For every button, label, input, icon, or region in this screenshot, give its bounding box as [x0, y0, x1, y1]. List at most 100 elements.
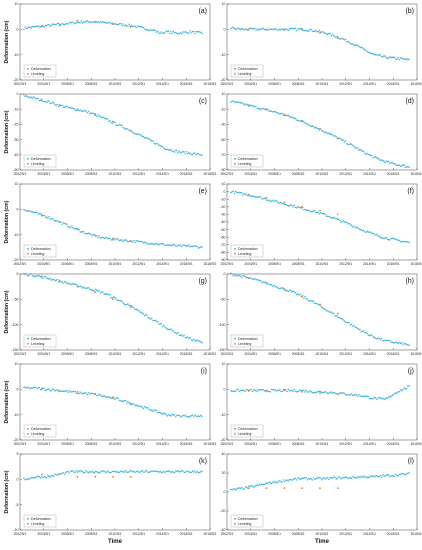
deformation-point [103, 237, 105, 239]
deformation-point [396, 341, 398, 344]
deformation-point [91, 289, 93, 291]
deformation-point [231, 190, 233, 193]
deformation-point [188, 152, 190, 154]
deformation-point [299, 28, 302, 30]
deformation-point [186, 152, 189, 155]
deformation-point [146, 243, 148, 245]
deformation-point [87, 472, 90, 474]
deformation-point [329, 311, 331, 313]
deformation-point [66, 22, 68, 25]
deformation-point [100, 291, 103, 293]
deformation-point [56, 103, 59, 106]
deformation-point [68, 283, 71, 285]
deformation-point [182, 244, 184, 246]
panel-label: (i) [201, 368, 207, 375]
deformation-point [186, 244, 189, 247]
deformation-point [343, 320, 346, 322]
deformation-point [297, 205, 299, 208]
deformation-point [240, 389, 243, 392]
deformation-point [327, 215, 329, 217]
deformation-point [116, 237, 118, 240]
deformation-point [319, 305, 322, 307]
deformation-point [190, 414, 193, 417]
deformation-point [344, 140, 347, 142]
x-tick-label: 2014/9/1 [156, 82, 169, 86]
x-tick-label: 2016/9/1 [387, 82, 400, 86]
deformation-point [323, 308, 325, 310]
deformation-point [371, 155, 373, 157]
deformation-point [340, 38, 342, 40]
deformation-point [272, 199, 274, 202]
deformation-point [312, 210, 315, 212]
deformation-point [82, 109, 85, 112]
deformation-point [149, 471, 152, 473]
deformation-point [383, 160, 385, 163]
y-tick-label: -150 [11, 348, 18, 352]
leveling-point [319, 209, 321, 212]
deformation-point [98, 290, 100, 292]
deformation-point [105, 22, 108, 24]
deformation-point [96, 394, 98, 397]
deformation-point [317, 211, 319, 214]
deformation-point [245, 276, 248, 279]
deformation-point [317, 304, 319, 306]
deformation-point [353, 225, 355, 227]
deformation-point [397, 164, 400, 166]
deformation-point [330, 34, 333, 37]
deformation-point [237, 388, 239, 391]
deformation-point [48, 475, 50, 477]
deformation-point [299, 478, 302, 481]
deformation-point [198, 154, 201, 156]
deformation-point [355, 43, 358, 46]
leveling-point [112, 475, 114, 478]
y-tick-label: -10 [13, 413, 18, 417]
deformation-point [124, 399, 127, 402]
deformation-point [273, 111, 275, 113]
x-tick-label: 2012/9/1 [339, 82, 352, 86]
deformation-point [70, 21, 73, 24]
leveling-point [301, 205, 304, 208]
deformation-point [118, 471, 121, 473]
y-tick-label: 0 [17, 478, 19, 482]
deformation-point [374, 337, 377, 339]
legend-leveling-marker [27, 432, 29, 435]
deformation-point [111, 470, 114, 473]
deformation-point [397, 239, 400, 242]
panel-label: (a) [198, 8, 207, 15]
y-tick-label: -10 [13, 107, 18, 111]
deformation-point [292, 206, 294, 208]
legend-box [23, 64, 57, 78]
deformation-point [268, 283, 270, 286]
deformation-point [306, 298, 309, 300]
deformation-point [178, 334, 181, 336]
deformation-point [189, 246, 191, 248]
deformation-point [93, 233, 96, 236]
deformation-point [108, 396, 110, 398]
deformation-point [91, 112, 93, 115]
deformation-point [258, 483, 261, 485]
deformation-point [102, 20, 104, 23]
deformation-point [137, 25, 140, 28]
legend-leveling-marker [234, 522, 236, 525]
deformation-point [397, 391, 400, 393]
deformation-point [117, 471, 120, 474]
deformation-point [62, 390, 65, 393]
deformation-point [112, 239, 115, 241]
deformation-point [102, 291, 104, 293]
deformation-point [242, 102, 244, 105]
deformation-point [152, 319, 154, 322]
deformation-point [249, 104, 251, 106]
deformation-point [324, 213, 327, 216]
deformation-point [362, 150, 365, 152]
deformation-point [47, 217, 49, 219]
deformation-point [373, 53, 376, 56]
deformation-point [391, 394, 394, 397]
leveling-point [40, 473, 43, 476]
deformation-point [137, 309, 140, 312]
deformation-point [242, 274, 244, 277]
deformation-point [240, 486, 243, 489]
deformation-point [49, 102, 51, 104]
deformation-point [299, 389, 302, 391]
deformation-point [242, 194, 244, 196]
